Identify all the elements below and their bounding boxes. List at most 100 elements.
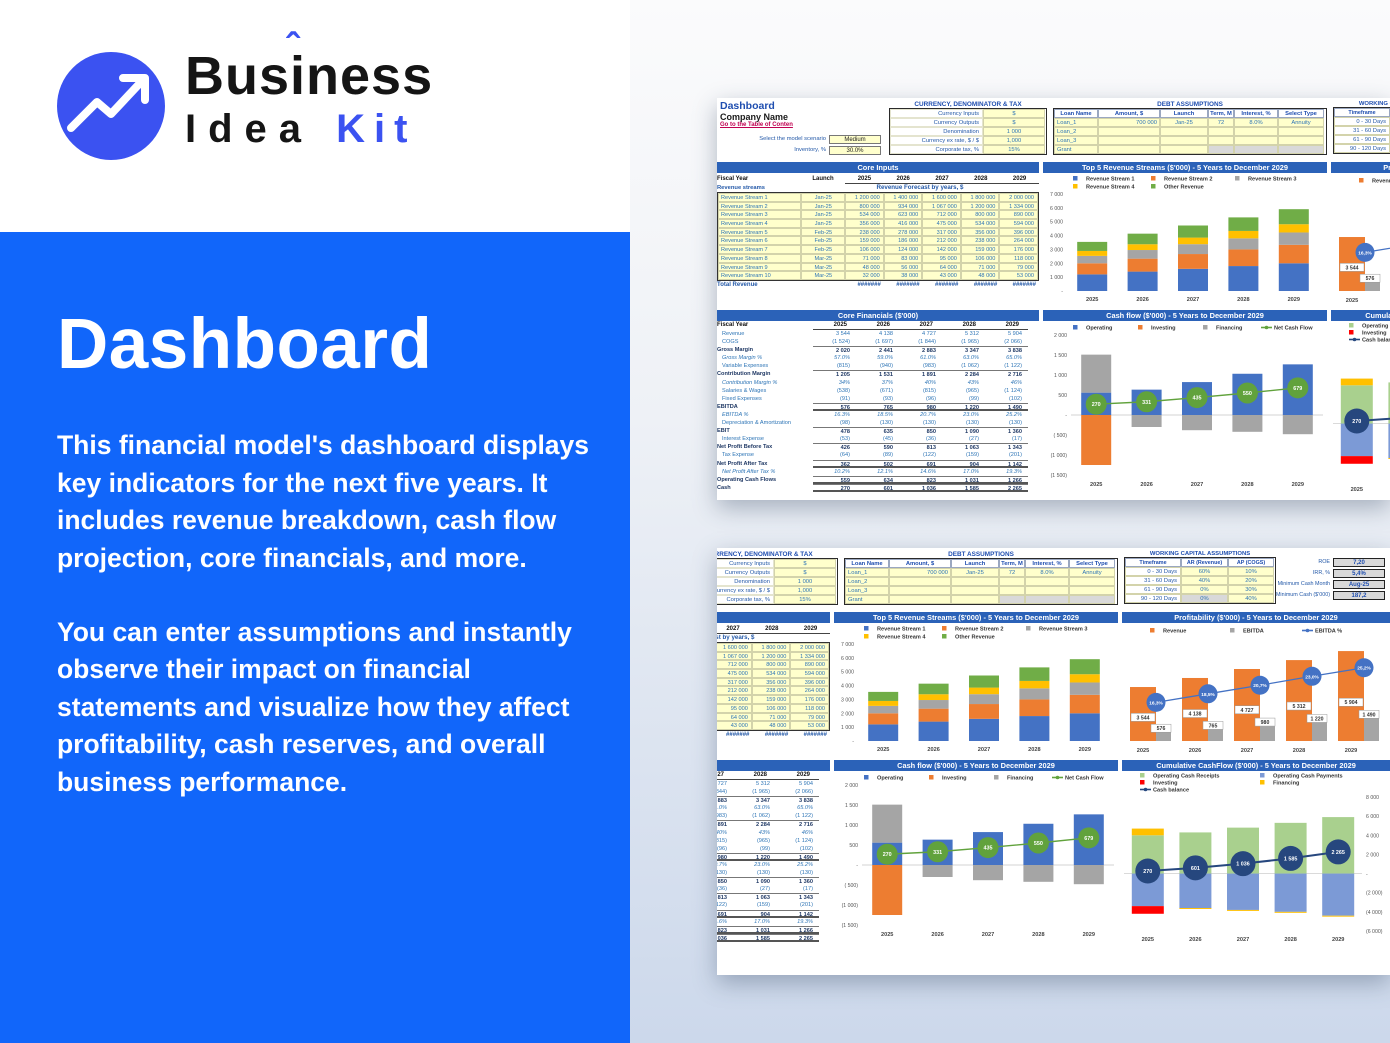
stream-value-cell[interactable]: 1 400 000 <box>883 193 923 202</box>
stream-value-cell[interactable]: 159 000 <box>960 245 1000 254</box>
stream-value-cell[interactable]: 56 000 <box>883 262 923 272</box>
debt-input-cell[interactable] <box>951 577 999 586</box>
currency-input-cell[interactable]: $ <box>774 559 836 568</box>
stream-value-cell[interactable]: 534 000 <box>751 669 791 678</box>
debt-input-cell[interactable] <box>889 586 951 595</box>
stream-value-cell[interactable]: 2 000 000 <box>999 193 1038 202</box>
debt-input-cell[interactable] <box>1278 145 1324 154</box>
debt-input-cell[interactable]: Loan_1 <box>1054 118 1098 127</box>
stream-value-cell[interactable]: 1 600 000 <box>717 643 752 652</box>
stream-value-cell[interactable]: 475 000 <box>717 669 752 678</box>
stream-value-cell[interactable]: 95 000 <box>717 703 752 713</box>
stream-value-cell[interactable]: 212 000 <box>922 236 961 246</box>
stream-value-cell[interactable]: 118 000 <box>790 703 829 713</box>
stream-launch-cell[interactable]: Feb-25 <box>801 236 846 246</box>
debt-input-cell[interactable] <box>1098 145 1160 154</box>
debt-input-cell[interactable] <box>1098 136 1160 145</box>
stream-launch-cell[interactable]: Feb-25 <box>801 245 846 254</box>
stream-value-cell[interactable]: 317 000 <box>922 227 961 237</box>
stream-value-cell[interactable]: 800 000 <box>751 660 791 670</box>
stream-value-cell[interactable]: 43 000 <box>922 271 961 280</box>
debt-input-cell[interactable] <box>1069 586 1115 595</box>
debt-input-cell[interactable] <box>1160 136 1208 145</box>
stream-value-cell[interactable]: 890 000 <box>999 210 1038 220</box>
stream-name-cell[interactable]: Revenue Stream 8 <box>718 253 802 263</box>
stream-value-cell[interactable]: 1 200 000 <box>751 651 791 661</box>
stream-value-cell[interactable]: 594 000 <box>790 669 829 678</box>
stream-value-cell[interactable]: 118 000 <box>999 253 1038 263</box>
stream-value-cell[interactable]: 159 000 <box>751 695 791 704</box>
debt-input-cell[interactable] <box>999 577 1025 586</box>
stream-launch-cell[interactable]: Feb-25 <box>801 227 846 237</box>
debt-input-cell[interactable]: 72 <box>999 568 1025 577</box>
debt-input-cell[interactable]: Loan_2 <box>845 577 889 586</box>
stream-value-cell[interactable]: 142 000 <box>717 695 752 704</box>
currency-input-cell[interactable]: 1 000 <box>983 127 1045 136</box>
stream-value-cell[interactable]: 1 200 000 <box>960 201 1000 211</box>
debt-input-cell[interactable]: 700 000 <box>889 568 951 577</box>
stream-value-cell[interactable]: 356 000 <box>960 227 1000 237</box>
stream-value-cell[interactable]: 106 000 <box>751 703 791 713</box>
stream-value-cell[interactable]: 800 000 <box>960 210 1000 220</box>
stream-value-cell[interactable]: 71 000 <box>751 712 791 722</box>
stream-value-cell[interactable]: 534 000 <box>845 210 884 220</box>
debt-input-cell[interactable] <box>951 595 999 604</box>
debt-input-cell[interactable]: Loan_2 <box>1054 127 1098 136</box>
wc-ap-cell[interactable]: 40% <box>1228 594 1274 603</box>
debt-input-cell[interactable] <box>1234 145 1278 154</box>
debt-input-cell[interactable]: Annuity <box>1069 568 1115 577</box>
stream-value-cell[interactable]: 176 000 <box>999 245 1038 254</box>
stream-value-cell[interactable]: 356 000 <box>845 219 884 228</box>
stream-launch-cell[interactable]: Jan-25 <box>801 210 846 220</box>
debt-input-cell[interactable]: 8.0% <box>1025 568 1069 577</box>
debt-input-cell[interactable] <box>1069 577 1115 586</box>
debt-input-cell[interactable]: Loan_1 <box>845 568 889 577</box>
stream-name-cell[interactable]: Revenue Stream 5 <box>718 227 802 237</box>
stream-value-cell[interactable]: 396 000 <box>790 677 829 687</box>
stream-launch-cell[interactable]: Mar-25 <box>801 271 846 280</box>
stream-launch-cell[interactable]: Mar-25 <box>801 253 846 263</box>
stream-value-cell[interactable]: 264 000 <box>999 236 1038 246</box>
debt-input-cell[interactable]: Jan-25 <box>951 568 999 577</box>
wc-ar-cell[interactable]: 0% <box>1181 594 1228 603</box>
stream-value-cell[interactable]: 238 000 <box>845 227 884 237</box>
wc-ap-cell[interactable]: 20% <box>1228 576 1274 585</box>
stream-value-cell[interactable]: 356 000 <box>751 677 791 687</box>
stream-value-cell[interactable]: 83 000 <box>883 253 923 263</box>
stream-value-cell[interactable]: 2 000 000 <box>790 643 829 652</box>
currency-input-cell[interactable]: $ <box>983 109 1045 118</box>
stream-value-cell[interactable]: 95 000 <box>922 253 961 263</box>
debt-input-cell[interactable] <box>1208 145 1234 154</box>
stream-value-cell[interactable]: 124 000 <box>883 245 923 254</box>
stream-value-cell[interactable]: 53 000 <box>790 721 829 730</box>
stream-value-cell[interactable]: 1 600 000 <box>922 193 961 202</box>
debt-input-cell[interactable]: 72 <box>1208 118 1234 127</box>
stream-value-cell[interactable]: 1 067 000 <box>717 651 752 661</box>
stream-value-cell[interactable]: 712 000 <box>922 210 961 220</box>
stream-name-cell[interactable]: Revenue Stream 9 <box>718 262 802 272</box>
stream-value-cell[interactable]: 71 000 <box>960 262 1000 272</box>
stream-value-cell[interactable]: 238 000 <box>960 236 1000 246</box>
stream-name-cell[interactable]: Revenue Stream 2 <box>718 201 802 211</box>
stream-launch-cell[interactable]: Jan-25 <box>801 201 846 211</box>
debt-input-cell[interactable]: Grant <box>845 595 889 604</box>
stream-value-cell[interactable]: 53 000 <box>999 271 1038 280</box>
currency-input-cell[interactable]: 1 000 <box>774 577 836 586</box>
stream-value-cell[interactable]: 43 000 <box>717 721 752 730</box>
stream-value-cell[interactable]: 212 000 <box>717 686 752 696</box>
currency-input-cell[interactable]: 15% <box>983 145 1045 154</box>
debt-input-cell[interactable]: 700 000 <box>1098 118 1160 127</box>
stream-value-cell[interactable]: 106 000 <box>845 245 884 254</box>
stream-value-cell[interactable]: 176 000 <box>790 695 829 704</box>
debt-input-cell[interactable]: Loan_3 <box>1054 136 1098 145</box>
stream-value-cell[interactable]: 106 000 <box>960 253 1000 263</box>
stream-value-cell[interactable]: 1 334 000 <box>790 651 829 661</box>
debt-input-cell[interactable] <box>1234 136 1278 145</box>
stream-value-cell[interactable]: 264 000 <box>790 686 829 696</box>
currency-input-cell[interactable]: 15% <box>774 595 836 604</box>
stream-name-cell[interactable]: Revenue Stream 1 <box>718 193 802 202</box>
stream-value-cell[interactable]: 317 000 <box>717 677 752 687</box>
debt-input-cell[interactable] <box>999 595 1025 604</box>
debt-input-cell[interactable] <box>1025 586 1069 595</box>
stream-name-cell[interactable]: Revenue Stream 3 <box>718 210 802 220</box>
